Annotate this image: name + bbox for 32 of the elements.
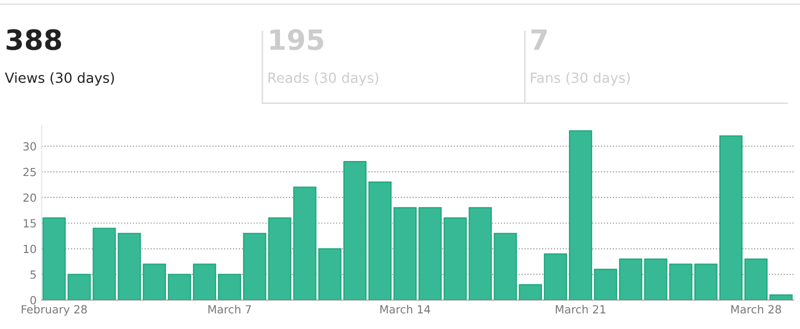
x-tick-label: March 14 xyxy=(380,304,430,314)
bar xyxy=(368,182,392,300)
y-tick-label: 10 xyxy=(24,244,36,254)
text: 388 xyxy=(6,29,62,50)
bar xyxy=(594,268,618,300)
y-tick-label: 30 xyxy=(23,142,36,151)
bar xyxy=(393,207,417,300)
bar xyxy=(218,274,242,300)
y-tick-label: 15 xyxy=(24,219,36,228)
bar xyxy=(418,207,442,300)
bar xyxy=(769,294,793,300)
bar xyxy=(744,258,768,300)
x-tick-label: March 7 xyxy=(208,304,251,314)
x-tick-label: February 28 xyxy=(22,304,87,316)
bar xyxy=(343,161,367,300)
y-tick-label: 0 xyxy=(30,296,36,304)
bar xyxy=(142,264,166,300)
bar xyxy=(192,264,216,300)
y-tick-label: 25 xyxy=(23,168,36,176)
bar xyxy=(42,217,66,300)
bar xyxy=(518,284,542,300)
y-tick-label: 20 xyxy=(23,193,36,202)
bar xyxy=(544,253,568,300)
bar xyxy=(568,130,592,300)
x-tick-label: March 21 xyxy=(556,304,606,314)
bar xyxy=(318,248,342,300)
bar xyxy=(168,274,192,300)
text: Views (30 days) xyxy=(4,72,114,86)
bar xyxy=(719,135,743,300)
bar xyxy=(694,264,718,300)
x-tick-label: March 28 xyxy=(731,304,782,314)
y-tick-label: 5 xyxy=(30,270,36,279)
